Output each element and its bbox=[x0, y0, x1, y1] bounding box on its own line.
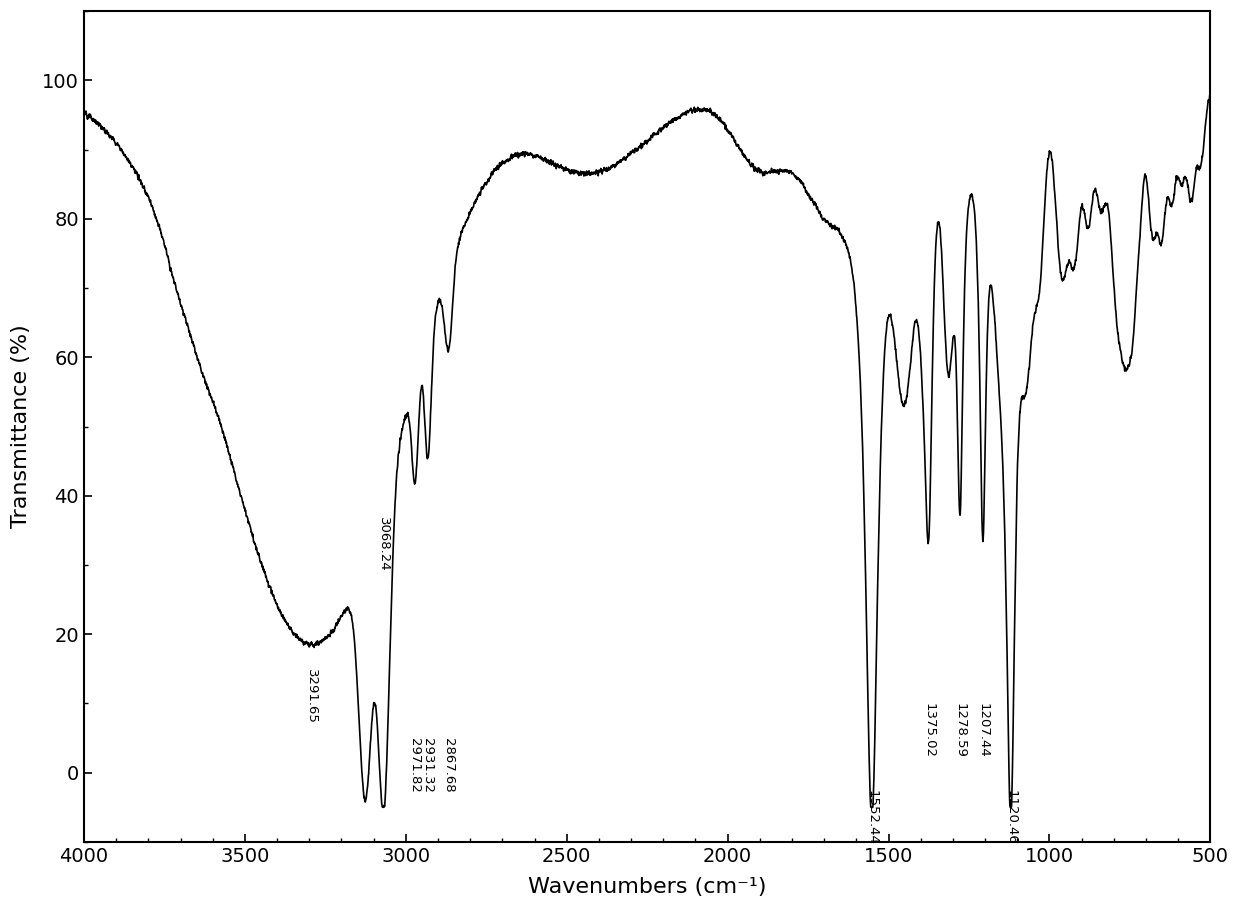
Text: 1120.46: 1120.46 bbox=[1004, 790, 1017, 844]
Text: 3291.65: 3291.65 bbox=[305, 669, 319, 724]
Text: 2971.82: 2971.82 bbox=[408, 738, 422, 793]
Text: 1552.44: 1552.44 bbox=[866, 790, 878, 844]
Text: 2867.68: 2867.68 bbox=[441, 738, 455, 793]
Text: 3068.24: 3068.24 bbox=[377, 517, 391, 571]
Y-axis label: Transmittance (%): Transmittance (%) bbox=[11, 325, 31, 528]
Text: 2931.32: 2931.32 bbox=[422, 738, 434, 793]
Text: 1207.44: 1207.44 bbox=[976, 704, 990, 758]
X-axis label: Wavenumbers (cm⁻¹): Wavenumbers (cm⁻¹) bbox=[528, 877, 766, 897]
Text: 1375.02: 1375.02 bbox=[923, 704, 935, 758]
Text: 1278.59: 1278.59 bbox=[954, 704, 966, 758]
